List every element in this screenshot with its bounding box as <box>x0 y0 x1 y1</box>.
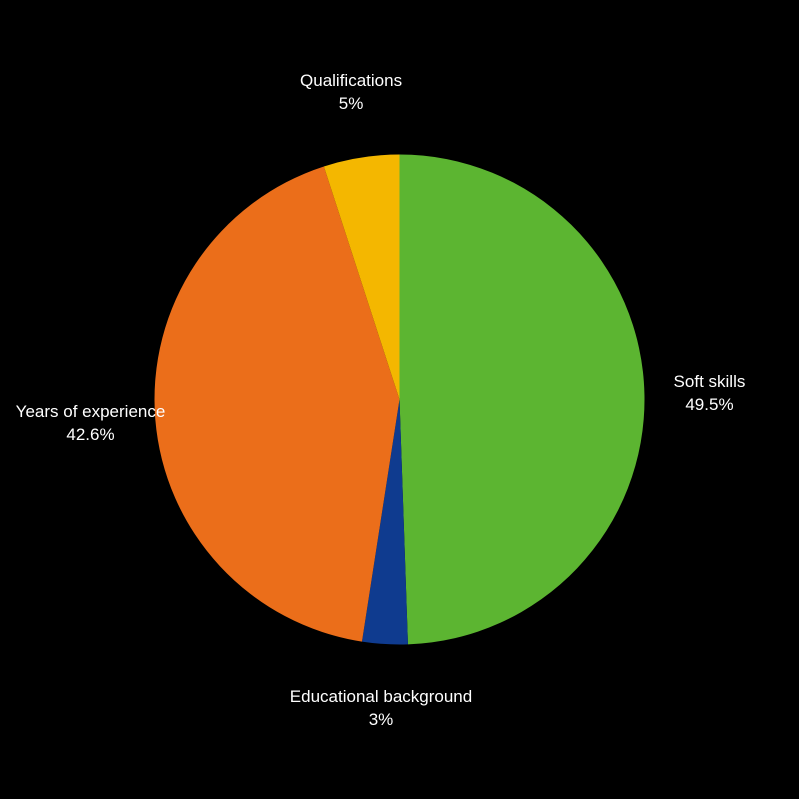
slice-label-pct: 5% <box>300 93 402 116</box>
pie-slice-label: Soft skills49.5% <box>674 371 746 417</box>
slice-label-text: Soft skills <box>674 371 746 394</box>
slice-label-text: Years of experience <box>16 401 166 424</box>
pie-slice-label: Years of experience42.6% <box>16 401 166 447</box>
slice-label-pct: 42.6% <box>16 424 166 447</box>
slice-label-text: Qualifications <box>300 70 402 93</box>
pie-chart: Soft skills49.5% Educational background3%… <box>0 0 799 799</box>
pie-slice <box>400 155 645 645</box>
slice-label-pct: 49.5% <box>674 394 746 417</box>
pie-slice-label: Educational background3% <box>290 686 472 732</box>
slice-label-pct: 3% <box>290 709 472 732</box>
slice-label-text: Educational background <box>290 686 472 709</box>
pie-slice-label: Qualifications5% <box>300 70 402 116</box>
